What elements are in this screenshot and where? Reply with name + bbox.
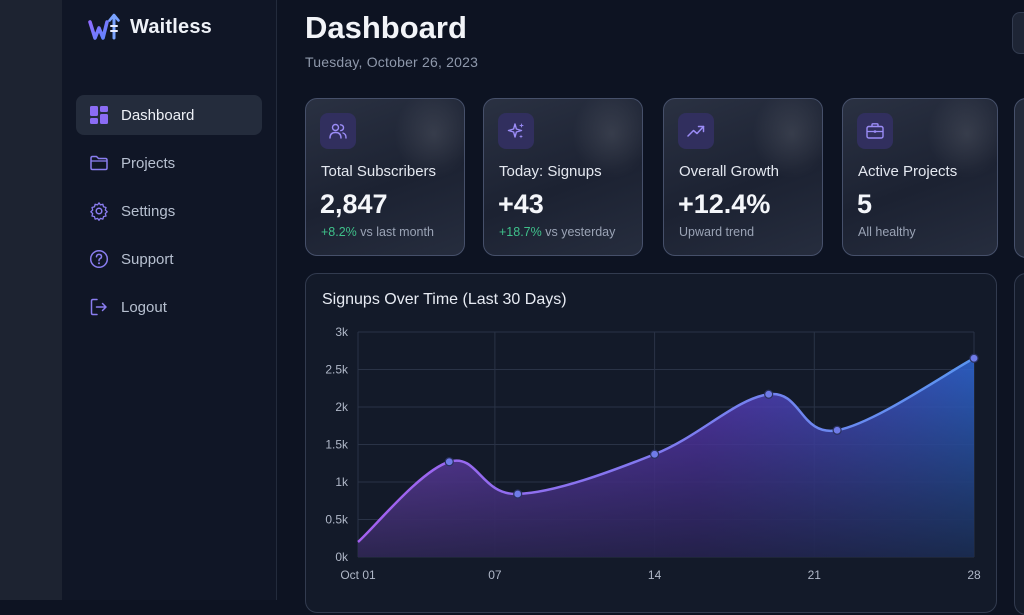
gear-icon: [90, 202, 108, 221]
y-tick-label: 0k: [335, 550, 349, 564]
folder-icon: [90, 155, 108, 171]
sidebar-nav: Dashboard Projects Settings Support: [76, 95, 262, 335]
y-tick-label: 1.5k: [325, 438, 349, 452]
brand-name: Waitless: [130, 15, 213, 38]
stat-card-partial[interactable]: [1014, 98, 1024, 258]
stat-label: Overall Growth: [679, 163, 780, 180]
stat-label: Today: Signups: [499, 163, 602, 180]
stat-note: Upward trend: [679, 225, 755, 239]
x-tick-label: 28: [967, 568, 981, 582]
y-tick-label: 0.5k: [325, 513, 349, 527]
brand[interactable]: Waitless: [88, 10, 212, 44]
stat-label: Active Projects: [858, 163, 958, 180]
page-date: Tuesday, October 26, 2023: [305, 54, 479, 70]
stat-delta: +18.7%: [499, 225, 542, 239]
header-action-button[interactable]: [1012, 12, 1024, 54]
x-tick-label: 14: [648, 568, 662, 582]
sidebar-item-label: Support: [121, 250, 174, 268]
users-icon: [329, 123, 347, 139]
card-icon-box: [678, 113, 714, 149]
sidebar-item-support[interactable]: Support: [76, 239, 262, 279]
data-point: [513, 489, 523, 499]
stat-subtext: Upward trend: [679, 225, 754, 239]
sidebar-item-label: Dashboard: [121, 106, 195, 124]
stat-card-total-subscribers[interactable]: Total Subscribers 2,847 +8.2% vs last mo…: [305, 98, 465, 256]
series-area-fade: [358, 358, 974, 557]
y-tick-label: 2k: [335, 400, 349, 414]
stat-value: 2,847: [320, 189, 388, 219]
sidebar-item-label: Settings: [121, 202, 176, 220]
data-point: [444, 457, 454, 467]
data-point: [649, 449, 660, 459]
data-point: [764, 389, 774, 399]
stat-note: vs last month: [356, 225, 434, 239]
stat-note: vs yesterday: [541, 225, 616, 239]
briefcase-icon: [866, 123, 884, 139]
stat-card-active-projects[interactable]: Active Projects 5 All healthy: [842, 98, 998, 256]
card-icon-box: [320, 113, 356, 149]
sidebar-item-dashboard[interactable]: Dashboard: [76, 95, 262, 135]
y-tick-label: 3k: [335, 325, 349, 339]
stat-label: Total Subscribers: [321, 163, 437, 180]
sidebar-item-settings[interactable]: Settings: [76, 191, 262, 231]
left-gutter: [0, 0, 62, 600]
y-tick-label: 1k: [335, 475, 349, 489]
sidebar-item-projects[interactable]: Projects: [76, 143, 262, 183]
signups-chart: 0k 0.5k 1k 1.5k 2k 2.5k 3k Oct 01 07 14 21 28: [325, 325, 981, 582]
page-title: Dashboard: [305, 10, 467, 45]
waitless-logo-icon: [88, 13, 120, 40]
right-panel-partial: [1014, 273, 1024, 615]
signups-chart-card: Signups Over Time (Last 30 Days): [305, 273, 997, 613]
y-tick-label: 2.5k: [325, 363, 349, 377]
logout-icon: [90, 298, 107, 316]
main-content: Dashboard Tuesday, October 26, 2023 Tota…: [276, 0, 1024, 615]
trending-up-icon: [687, 125, 705, 137]
chart-title: Signups Over Time (Last 30 Days): [322, 291, 567, 308]
data-point: [832, 425, 842, 435]
stat-value: +43: [498, 189, 544, 219]
stat-card-today-signups[interactable]: Today: Signups +43 +18.7% vs yesterday: [483, 98, 643, 256]
sidebar-item-label: Logout: [121, 298, 167, 316]
stat-value: 5: [857, 189, 873, 219]
stat-value: +12.4%: [678, 189, 771, 219]
stat-subtext: +18.7% vs yesterday: [499, 225, 615, 239]
x-tick-label: 07: [488, 568, 502, 582]
stat-subtext: +8.2% vs last month: [321, 225, 434, 239]
sidebar-item-label: Projects: [121, 154, 176, 172]
stat-note: All healthy: [858, 225, 916, 239]
x-tick-label: Oct 01: [340, 568, 376, 582]
sidebar: Waitless Dashboard Projects Settings: [62, 0, 277, 600]
sparkles-icon: [507, 123, 524, 139]
card-icon-box: [498, 113, 534, 149]
card-icon-box: [857, 113, 893, 149]
stat-subtext: All healthy: [858, 225, 916, 239]
x-tick-label: 21: [808, 568, 822, 582]
stat-card-overall-growth[interactable]: Overall Growth +12.4% Upward trend: [663, 98, 823, 256]
data-point: [969, 353, 979, 363]
help-circle-icon: [89, 249, 109, 269]
stat-delta: +8.2%: [321, 225, 357, 239]
sidebar-item-logout[interactable]: Logout: [76, 287, 262, 327]
dashboard-icon: [90, 106, 108, 124]
